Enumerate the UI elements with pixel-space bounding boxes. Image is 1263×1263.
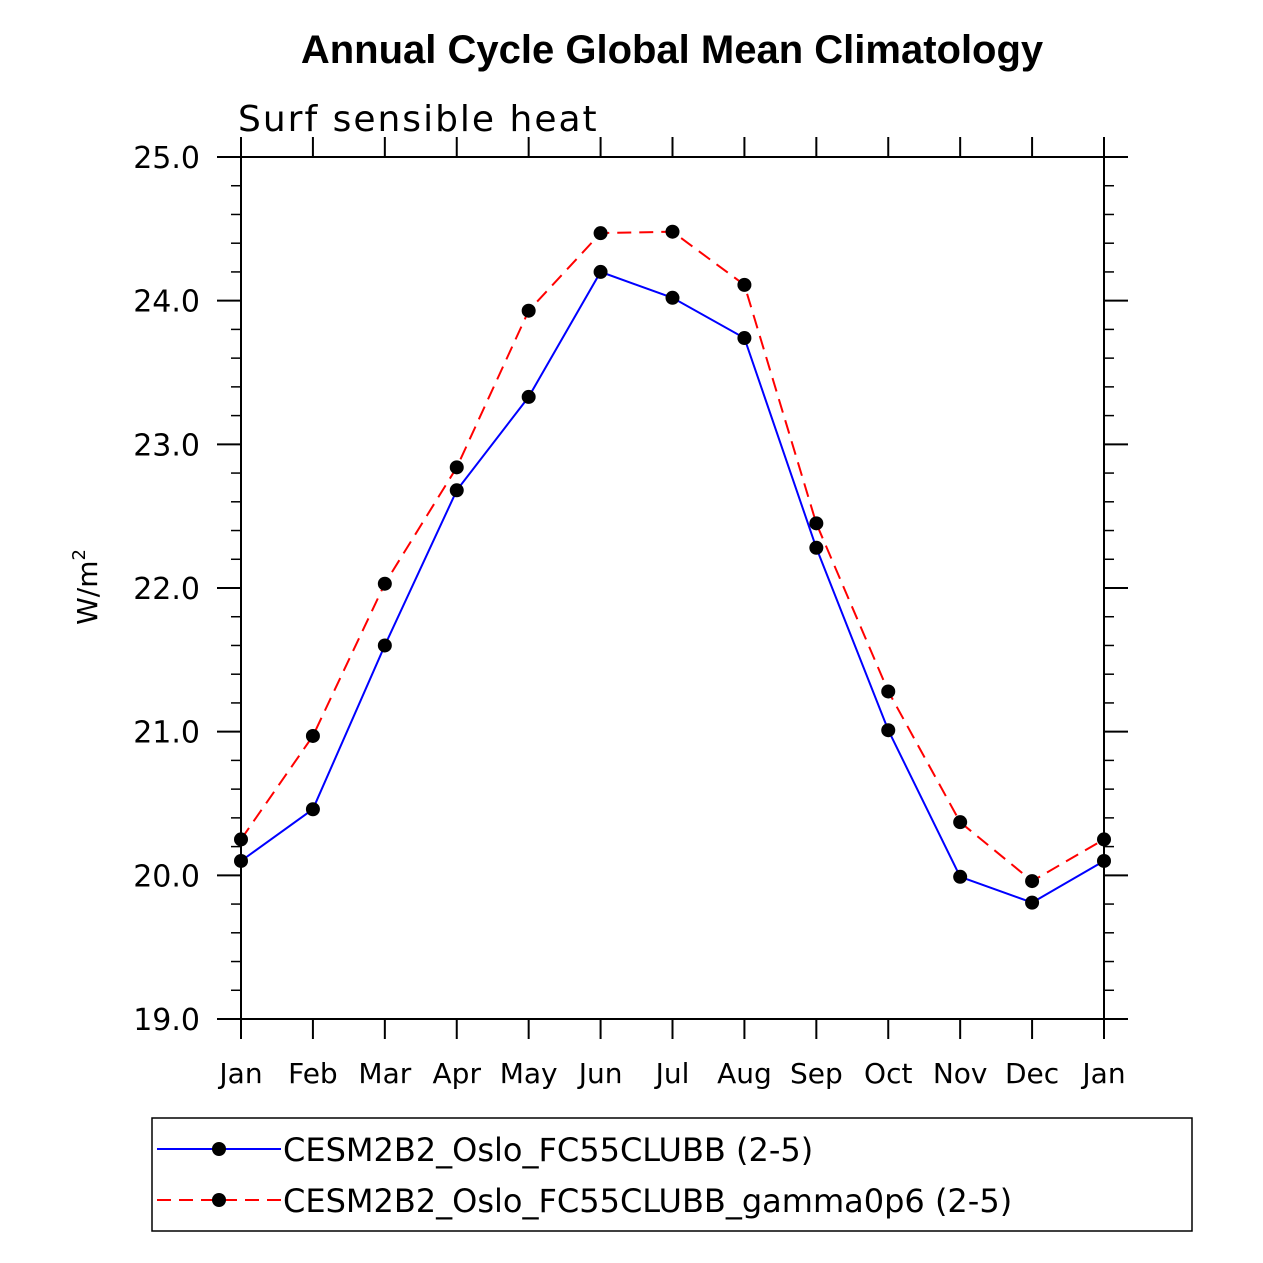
series-2-point (377, 576, 392, 591)
series-1-point (305, 802, 320, 817)
chart-title: Annual Cycle Global Mean Climatology (301, 28, 1044, 72)
x-tick-label: Jul (654, 1057, 690, 1090)
series-1-point (377, 638, 392, 653)
x-tick-label: Sep (790, 1057, 843, 1090)
legend-items: CESM2B2_Oslo_FC55CLUBB (2-5) CESM2B2_Oslo… (157, 1131, 1012, 1220)
series-1-point (234, 853, 248, 868)
series-2-point (665, 224, 680, 239)
y-tick-label: 24.0 (133, 285, 200, 320)
legend: CESM2B2_Oslo_FC55CLUBB (2-5) CESM2B2_Oslo… (151, 1117, 1193, 1232)
y-tick-label: 22.0 (133, 572, 200, 607)
legend-label-2: CESM2B2_Oslo_FC55CLUBB_gamma0p6 (2-5) (283, 1182, 1012, 1220)
y-tick-label: 23.0 (133, 428, 200, 463)
y-tick-label: 21.0 (133, 716, 200, 751)
series-2-point (305, 728, 320, 743)
series-2-point (737, 277, 752, 292)
series-1-point (593, 264, 608, 279)
axes: 19.0 20.0 21.0 22.0 23.0 24.0 25.0 Jan Feb Mar Apr… (133, 137, 1128, 1090)
x-tick-label: Nov (933, 1057, 988, 1090)
series-1-point (809, 540, 824, 555)
series-1-point (1097, 853, 1111, 868)
y-tick-label: 19.0 (133, 1003, 200, 1038)
series-2-point (1025, 874, 1040, 889)
legend-marker-2 (212, 1193, 226, 1207)
x-tick-label: Jun (577, 1057, 623, 1090)
legend-label-1: CESM2B2_Oslo_FC55CLUBB (2-5) (283, 1131, 813, 1169)
x-tick-label: Jan (217, 1057, 262, 1090)
series-2-point (881, 684, 896, 699)
series-2-point (593, 226, 608, 241)
x-tick-label: Jan (1080, 1057, 1125, 1090)
x-tick-label: Mar (358, 1057, 411, 1090)
series-1-point (665, 290, 680, 305)
x-tick-label: Feb (288, 1057, 338, 1090)
series-1-point (449, 483, 464, 498)
series-1-point (953, 869, 968, 884)
series-2-point (953, 815, 968, 830)
series-2-point (809, 516, 824, 531)
y-tick-label: 20.0 (133, 859, 200, 894)
x-tick-label: May (500, 1057, 558, 1090)
plot-frame (240, 156, 1105, 1020)
y-axis-label: W/m2 (69, 549, 104, 625)
x-tick-label: Aug (717, 1057, 772, 1090)
y-tick-label: 25.0 (133, 141, 200, 176)
series-2-point (234, 832, 248, 847)
series-line-2 (240, 230, 1105, 883)
series-1-point (521, 389, 536, 404)
series-2-point (449, 460, 464, 475)
series-line-1 (240, 270, 1105, 904)
series-2-point (1097, 832, 1111, 847)
x-tick-label: Dec (1005, 1057, 1059, 1090)
x-tick-label: Apr (433, 1057, 482, 1090)
svg-text:W/m2: W/m2 (69, 549, 104, 625)
series-1-point (737, 331, 752, 346)
series-1-point (881, 723, 896, 738)
legend-marker-1 (212, 1142, 226, 1156)
y-axis-label-superscript: 2 (69, 549, 90, 560)
series-2-point (521, 303, 536, 318)
legend-box (151, 1117, 1193, 1232)
series-1-point (1025, 895, 1040, 910)
x-tick-label: Oct (864, 1057, 912, 1090)
chart-subtitle: Surf sensible heat (238, 99, 599, 140)
y-axis-label-text: W/m (71, 561, 104, 625)
series-layer (234, 224, 1111, 910)
